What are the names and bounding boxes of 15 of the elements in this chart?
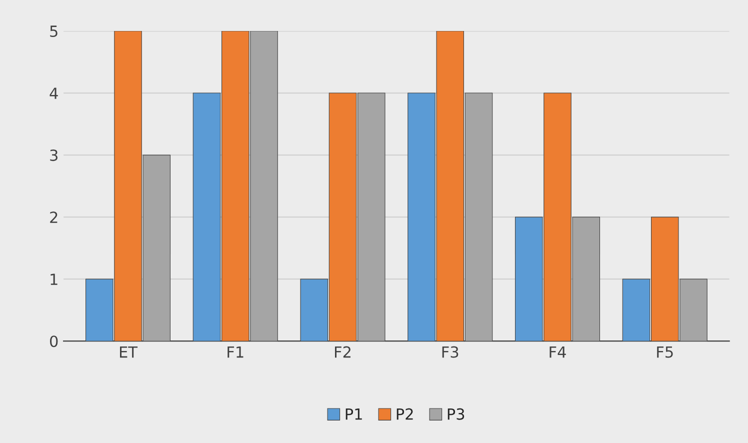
legend-label: P2 <box>396 408 413 420</box>
y-tick-label: 4 <box>50 88 58 99</box>
x-tick-label: F5 <box>657 346 673 358</box>
y-tick-label: 3 <box>50 150 58 162</box>
y-tick-label: 5 <box>50 26 58 38</box>
y-tick-label: 1 <box>50 274 58 285</box>
x-tick-label: F3 <box>442 346 458 358</box>
legend-label: P3 <box>448 408 464 420</box>
x-tick-label: F1 <box>228 346 244 358</box>
y-tick-label: 2 <box>50 212 58 223</box>
x-tick-label: F2 <box>335 346 350 358</box>
legend-label: P1 <box>346 408 362 420</box>
y-tick-label: 0 <box>50 336 58 348</box>
x-tick-label: ET <box>120 346 138 358</box>
x-tick-label: F4 <box>550 346 566 358</box>
